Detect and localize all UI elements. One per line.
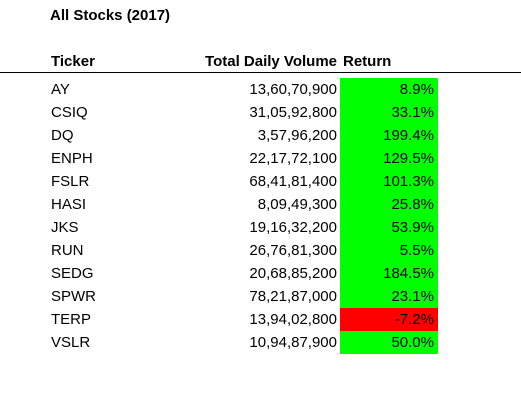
sheet-title: All Stocks (2017) (50, 7, 171, 24)
table-row: TERP 13,94,02,800 -7.2% (0, 308, 521, 331)
ticker-cell[interactable]: CSIQ (51, 104, 88, 121)
volume-cell[interactable]: 3,57,96,200 (257, 127, 337, 144)
volume-cell[interactable]: 68,41,81,400 (249, 173, 337, 190)
table-row: HASI 8,09,49,300 25.8% (0, 193, 521, 216)
return-cell[interactable]: 25.8% (340, 193, 438, 216)
table-row: CSIQ 31,05,92,800 33.1% (0, 101, 521, 124)
ticker-cell[interactable]: ENPH (51, 150, 93, 167)
ticker-cell[interactable]: HASI (51, 196, 87, 213)
volume-cell[interactable]: 19,16,32,200 (249, 219, 337, 236)
stock-table-body: AY 13,60,70,900 8.9% CSIQ 31,05,92,800 3… (0, 78, 521, 354)
table-row: SEDG 20,68,85,200 184.5% (0, 262, 521, 285)
table-row: ENPH 22,17,72,100 129.5% (0, 147, 521, 170)
ticker-cell[interactable]: DQ (51, 127, 74, 144)
ticker-cell[interactable]: SPWR (51, 288, 96, 305)
return-cell[interactable]: 50.0% (340, 331, 438, 354)
table-row: RUN 26,76,81,300 5.5% (0, 239, 521, 262)
ticker-cell[interactable]: JKS (51, 219, 79, 236)
table-row: JKS 19,16,32,200 53.9% (0, 216, 521, 239)
volume-cell[interactable]: 13,60,70,900 (249, 81, 337, 98)
return-cell[interactable]: -7.2% (340, 308, 438, 331)
return-cell[interactable]: 184.5% (340, 262, 438, 285)
return-cell[interactable]: 101.3% (340, 170, 438, 193)
ticker-cell[interactable]: RUN (51, 242, 84, 259)
return-cell[interactable]: 53.9% (340, 216, 438, 239)
table-row: VSLR 10,94,87,900 50.0% (0, 331, 521, 354)
ticker-cell[interactable]: FSLR (51, 173, 90, 190)
volume-cell[interactable]: 8,09,49,300 (257, 196, 337, 213)
return-cell[interactable]: 33.1% (340, 101, 438, 124)
return-cell[interactable]: 129.5% (340, 147, 438, 170)
header-ticker[interactable]: Ticker (51, 53, 95, 70)
ticker-cell[interactable]: TERP (51, 311, 92, 328)
volume-cell[interactable]: 31,05,92,800 (249, 104, 337, 121)
header-total-daily-volume[interactable]: Total Daily Volume (205, 53, 337, 70)
volume-cell[interactable]: 22,17,72,100 (249, 150, 337, 167)
header-row: Ticker Total Daily Volume Return (0, 52, 521, 73)
table-row: AY 13,60,70,900 8.9% (0, 78, 521, 101)
volume-cell[interactable]: 13,94,02,800 (249, 311, 337, 328)
table-row: FSLR 68,41,81,400 101.3% (0, 170, 521, 193)
volume-cell[interactable]: 20,68,85,200 (249, 265, 337, 282)
header-return[interactable]: Return (343, 53, 392, 70)
return-cell[interactable]: 8.9% (340, 78, 438, 101)
return-cell[interactable]: 23.1% (340, 285, 438, 308)
return-cell[interactable]: 199.4% (340, 124, 438, 147)
ticker-cell[interactable]: SEDG (51, 265, 94, 282)
ticker-cell[interactable]: VSLR (51, 334, 91, 351)
volume-cell[interactable]: 26,76,81,300 (249, 242, 337, 259)
table-row: DQ 3,57,96,200 199.4% (0, 124, 521, 147)
return-cell[interactable]: 5.5% (340, 239, 438, 262)
ticker-cell[interactable]: AY (51, 81, 70, 98)
table-row: SPWR 78,21,87,000 23.1% (0, 285, 521, 308)
volume-cell[interactable]: 78,21,87,000 (249, 288, 337, 305)
volume-cell[interactable]: 10,94,87,900 (249, 334, 337, 351)
